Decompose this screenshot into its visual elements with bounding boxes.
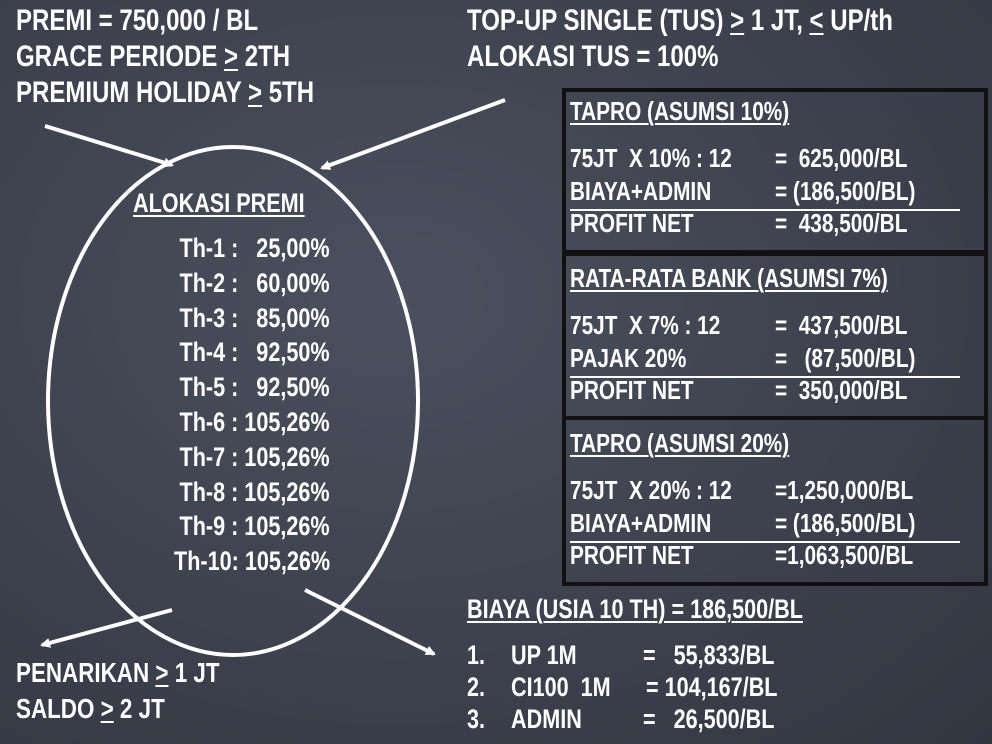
panel-row-label: PROFIT NET [570,208,694,238]
panel-title: RATA-RATA BANK (ASUMSI 7%) [570,263,888,293]
allocation-ellipse [46,145,420,657]
arrow-topup-to-ellipse [320,98,506,170]
biaya-item-label: ADMIN [511,704,582,734]
alokasi-row: Th-4 : 92,50% [179,337,330,368]
penarikan-text: PENARIKAN > 1 JT [16,657,220,688]
biaya-item-label: UP 1M [511,640,577,670]
biaya-item-value: = 26,500/BL [643,704,775,734]
panel-row-value: = (186,500/BL) [775,175,916,206]
panel-row-label: PROFIT NET [570,540,694,570]
panel-row-value: = (186,500/BL) [775,507,916,538]
panel-row-label: 75JT X 10% : 12 [570,143,732,173]
biaya-item-number: 2. [467,672,486,702]
alokasi-row: Th-10: 105,26% [173,546,330,577]
panel-tapro-20 [562,416,988,586]
alokasi-premi-title: ALOKASI PREMI [133,188,305,218]
saldo-text: SALDO > 2 JT [16,693,165,724]
panel-title: TAPRO (ASUMSI 10%) [570,96,790,126]
alokasi-row: Th-6 : 105,26% [179,407,330,437]
panel-row-label: PROFIT NET [570,375,694,405]
panel-row-label: BIAYA+ADMIN [570,507,712,538]
panel-row-value: = 625,000/BL [775,143,908,173]
biaya-item-number: 3. [467,704,486,734]
grace-periode-text: GRACE PERIODE > 2TH [16,40,291,73]
alokasi-row: Th-1 : 25,00% [179,233,330,263]
panel-subtotal-line [570,375,960,378]
panel-row-value: = 437,500/BL [775,310,908,340]
panel-row-label: 75JT X 20% : 12 [570,475,732,505]
biaya-item-number: 1. [467,640,486,670]
alokasi-row: Th-7 : 105,26% [179,441,330,472]
arrow-premi-to-ellipse [44,124,174,168]
premium-holiday-text: PREMIUM HOLIDAY > 5TH [16,76,315,109]
panel-row-value: = 350,000/BL [775,375,908,405]
biaya-item-value: = 55,833/BL [643,640,775,670]
panel-row-label: PAJAK 20% [570,342,687,373]
alokasi-row: Th-9 : 105,26% [179,511,330,542]
panel-title: TAPRO (ASUMSI 20%) [570,428,790,458]
panel-row-value: = (87,500/BL) [775,342,916,373]
alokasi-row: Th-3 : 85,00% [179,302,330,333]
alokasi-row: Th-2 : 60,00% [179,267,330,298]
panel-row-value: =1,250,000/BL [775,475,914,505]
panel-row-label: 75JT X 7% : 12 [570,310,721,340]
panel-subtotal-line [570,540,960,543]
panel-row-label: BIAYA+ADMIN [570,175,712,206]
alokasi-row: Th-8 : 105,26% [179,476,330,507]
biaya-item-value: = 104,167/BL [646,672,778,702]
top-up-text: TOP-UP SINGLE (TUS) > 1 JT, < UP/th [467,4,893,37]
alokasi-row: Th-5 : 92,50% [179,372,330,403]
arrow-ellipse-to-biaya [304,588,436,656]
premi-text: PREMI = 750,000 / BL [16,4,259,37]
biaya-title: BIAYA (USIA 10 TH) = 186,500/BL [467,594,803,624]
panel-row-value: = 438,500/BL [775,208,908,238]
biaya-item-label: CI100 1M [511,672,611,702]
panel-subtotal-line [570,208,960,211]
arrow-ellipse-to-penarikan [40,608,173,648]
alokasi-tus-text: ALOKASI TUS = 100% [467,40,719,73]
panel-row-value: =1,063,500/BL [775,540,914,570]
